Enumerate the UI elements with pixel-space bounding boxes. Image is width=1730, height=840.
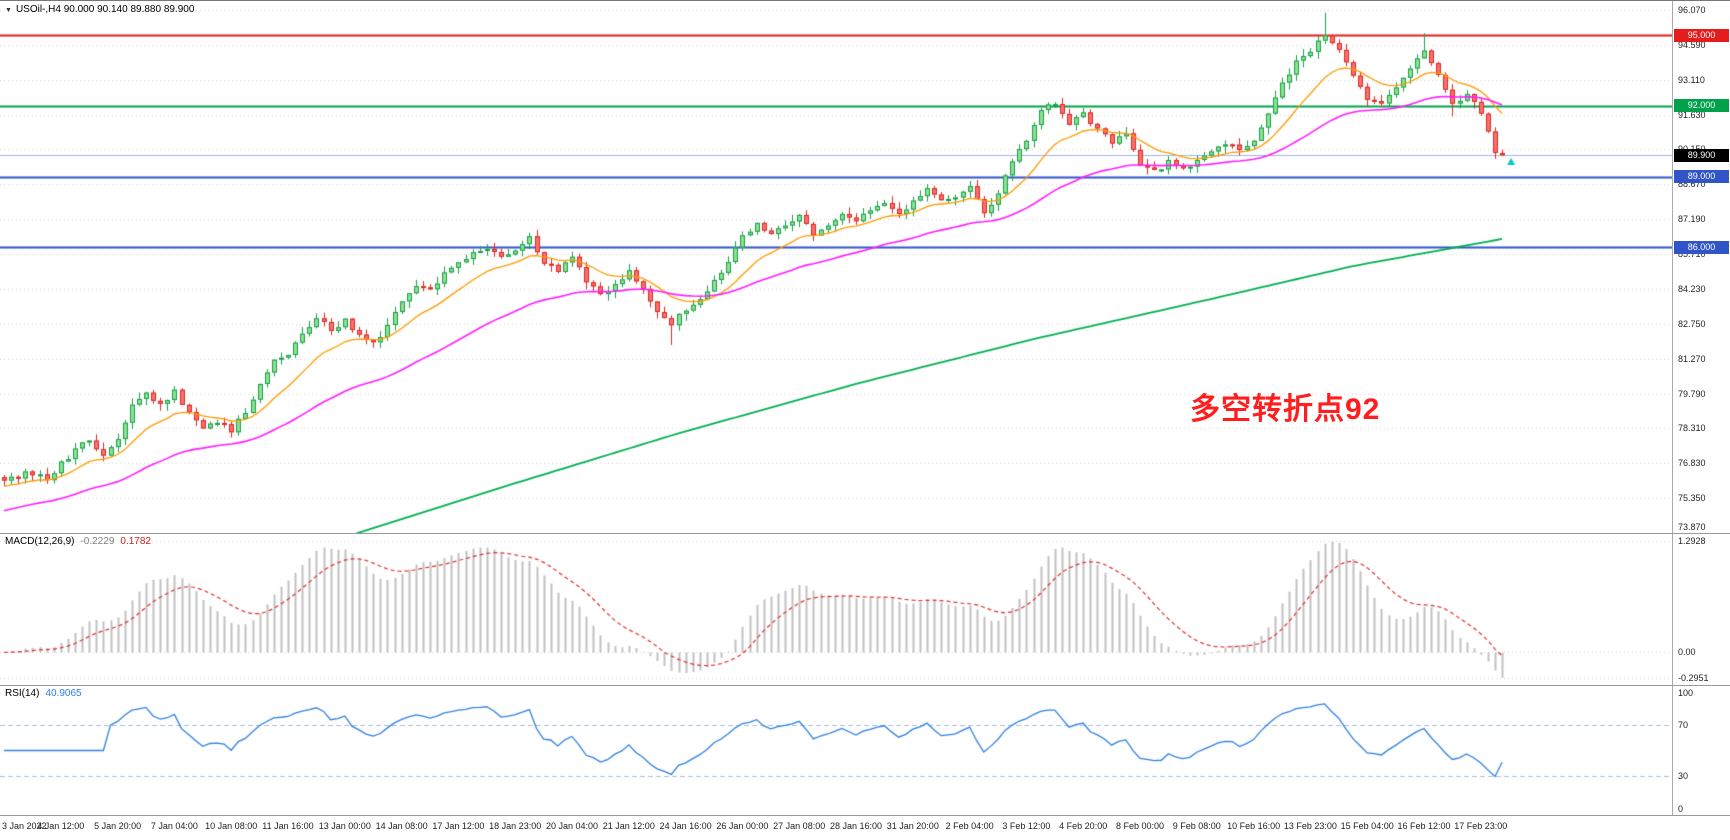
chart-menu-icon[interactable]: ▼ bbox=[5, 7, 12, 14]
macd-signal-value: 0.1782 bbox=[120, 536, 151, 547]
time-tick-label: 26 Jan 00:00 bbox=[716, 821, 769, 831]
time-tick-label: 17 Feb 23:00 bbox=[1454, 821, 1508, 831]
time-tick-label: 8 Feb 00:00 bbox=[1115, 821, 1165, 831]
time-tick-label: 13 Jan 00:00 bbox=[318, 821, 371, 831]
symbol-info-bar: ▼ USOil-,H4 90.000 90.140 89.880 89.900 bbox=[5, 4, 194, 15]
time-tick-label: 9 Feb 08:00 bbox=[1172, 821, 1221, 831]
candlestick-chart-canvas[interactable] bbox=[0, 1, 1672, 533]
axis-tick-label: 30 bbox=[1678, 771, 1689, 782]
axis-tick-label: 88.670 bbox=[1678, 179, 1706, 190]
price-axis[interactable]: 96.07094.59093.11091.63090.15088.67087.1… bbox=[1672, 1, 1730, 533]
time-tick-label: 17 Jan 12:00 bbox=[432, 821, 485, 831]
time-tick-label: 10 Jan 08:00 bbox=[205, 821, 258, 831]
macd-label: MACD(12,26,9) -0.2229 0.1782 bbox=[5, 536, 151, 547]
time-tick-label: 7 Jan 04:00 bbox=[150, 821, 198, 831]
time-tick-label: 2 Feb 04:00 bbox=[945, 821, 994, 831]
axis-tick-label: 96.070 bbox=[1678, 4, 1706, 15]
axis-tick-label: 0.00 bbox=[1678, 647, 1696, 658]
time-tick-label: 10 Feb 16:00 bbox=[1227, 821, 1281, 831]
macd-name: MACD(12,26,9) bbox=[5, 536, 75, 547]
axis-price-badge: 89.000 bbox=[1674, 170, 1729, 184]
axis-tick-label: 81.270 bbox=[1678, 353, 1706, 364]
axis-tick-label: 75.350 bbox=[1678, 493, 1706, 504]
time-tick-label: 21 Jan 12:00 bbox=[602, 821, 655, 831]
rsi-chart-canvas[interactable] bbox=[0, 686, 1672, 815]
macd-main-value: -0.2229 bbox=[80, 536, 115, 547]
rsi-indicator-pane: RSI(14) 40.9065 100 70 30 0 bbox=[0, 685, 1730, 815]
axis-tick-label: 94.590 bbox=[1678, 39, 1706, 50]
macd-indicator-pane: MACD(12,26,9) -0.2229 0.1782 1.2928 0.00 -0.… bbox=[0, 533, 1730, 685]
axis-tick-label: 1.2928 bbox=[1678, 536, 1706, 547]
time-tick-label: 18 Jan 23:00 bbox=[489, 821, 542, 831]
time-tick-label: 4 Jan 12:00 bbox=[37, 821, 85, 831]
time-tick-label: 20 Jan 04:00 bbox=[545, 821, 599, 831]
chart-annotation-text: 多空转折点92 bbox=[1190, 393, 1381, 426]
rsi-axis[interactable]: 100 70 30 0 bbox=[1672, 686, 1730, 815]
time-tick-label: 14 Jan 08:00 bbox=[375, 821, 428, 831]
axis-tick-label: 73.870 bbox=[1678, 522, 1706, 532]
time-tick-label: 13 Feb 23:00 bbox=[1283, 821, 1337, 831]
rsi-name: RSI(14) bbox=[5, 688, 40, 699]
rsi-value: 40.9065 bbox=[45, 688, 82, 699]
axis-price-badge: 95.000 bbox=[1674, 28, 1729, 42]
time-tick-label: 24 Jan 16:00 bbox=[659, 821, 712, 831]
time-tick-label: 27 Jan 08:00 bbox=[773, 821, 826, 831]
time-tick-label: 15 Feb 04:00 bbox=[1340, 821, 1394, 831]
time-tick-label: 28 Jan 16:00 bbox=[829, 821, 883, 831]
axis-tick-label: 76.830 bbox=[1678, 458, 1706, 469]
time-tick-label: 5 Jan 20:00 bbox=[94, 821, 142, 831]
axis-tick-label: 87.190 bbox=[1678, 214, 1706, 225]
axis-tick-label: 100 bbox=[1678, 688, 1694, 698]
time-tick-label: 16 Feb 12:00 bbox=[1397, 821, 1451, 831]
axis-tick-label: 79.790 bbox=[1678, 388, 1706, 399]
axis-tick-label: -0.2951 bbox=[1678, 672, 1709, 683]
axis-tick-label: 82.750 bbox=[1678, 318, 1706, 329]
axis-tick-label: 85.710 bbox=[1678, 249, 1706, 260]
axis-price-badge: 92.000 bbox=[1674, 99, 1729, 113]
time-axis[interactable]: 3 Jan 2022 4 Jan 12:00 5 Jan 20:00 7 Jan 04… bbox=[0, 815, 1730, 840]
time-tick-label: 11 Jan 16:00 bbox=[262, 821, 314, 831]
axis-tick-label: 78.310 bbox=[1678, 423, 1706, 434]
macd-axis[interactable]: 1.2928 0.00 -0.2951 bbox=[1672, 534, 1730, 685]
symbol-ohlc-label: USOil-,H4 90.000 90.140 89.880 89.900 bbox=[15, 4, 195, 15]
macd-chart-canvas[interactable] bbox=[0, 534, 1672, 685]
time-tick-label: 4 Feb 20:00 bbox=[1059, 821, 1108, 831]
rsi-label: RSI(14) 40.9065 bbox=[5, 688, 82, 699]
time-tick-label: 31 Jan 20:00 bbox=[886, 821, 939, 831]
axis-tick-label: 0 bbox=[1678, 804, 1684, 814]
axis-tick-label: 84.230 bbox=[1678, 283, 1706, 294]
axis-tick-label: 93.110 bbox=[1678, 74, 1705, 85]
time-tick-label: 3 Feb 12:00 bbox=[1002, 821, 1051, 831]
axis-tick-label: 70 bbox=[1678, 719, 1689, 730]
time-tick-label: 3 Jan 2022 bbox=[2, 821, 47, 831]
main-chart-pane: ▼ USOil-,H4 90.000 90.140 89.880 89.900 多… bbox=[0, 1, 1730, 533]
axis-price-badge: 86.000 bbox=[1674, 240, 1729, 254]
axis-tick-label: 91.630 bbox=[1678, 109, 1706, 120]
axis-price-badge: 89.900 bbox=[1674, 148, 1729, 162]
